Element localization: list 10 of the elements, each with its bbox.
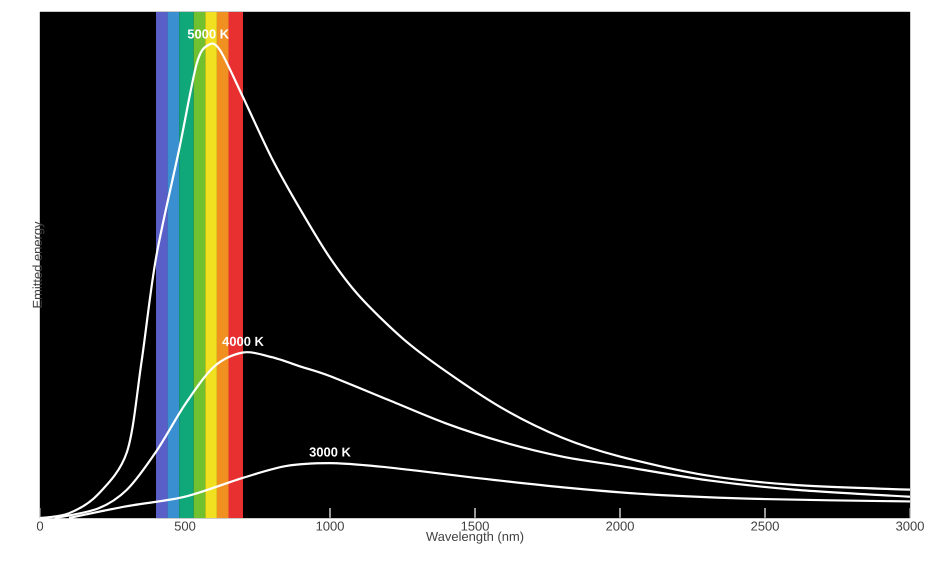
x-tick-label: 2000 <box>606 522 634 531</box>
x-tick-label: 500 <box>174 522 196 531</box>
series-label: 3000 K <box>309 447 351 457</box>
x-tick-label: 3000 <box>896 522 924 531</box>
x-axis-title: Wavelength (nm) <box>426 532 524 544</box>
x-tick-label: 2500 <box>751 522 779 531</box>
x-tick-label: 1500 <box>462 522 489 531</box>
x-tick-label: 0 <box>36 522 44 531</box>
x-tick-label: 1000 <box>316 522 344 531</box>
y-axis-title: Emitted energy <box>32 221 44 308</box>
